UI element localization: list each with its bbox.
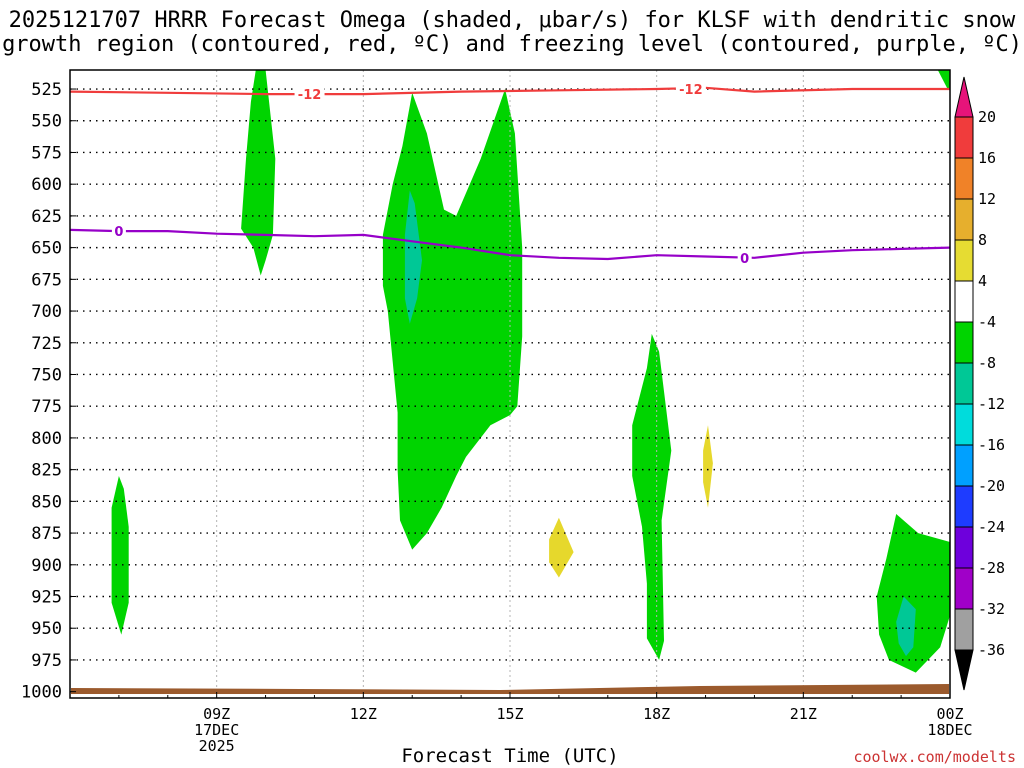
contour-label-bg <box>111 224 126 239</box>
colorbar: 20 16 12 8 4 -4 -8 -12 -16 -20 -24 -28 -32 -36 <box>954 76 1005 691</box>
omega-region-5 <box>549 517 574 578</box>
omega-region-9 <box>896 596 916 657</box>
y-axis: 525 550 575 600 625 650 675 700 725 750 775 800 825 8… <box>21 80 76 703</box>
credit-text: coolwx.com/modelts <box>853 748 1016 766</box>
y-tick-label-625: 625 <box>31 207 62 227</box>
omega-region-1 <box>111 476 129 635</box>
x-tick-label-21-0: 21Z <box>790 705 817 723</box>
y-tick-label-750: 750 <box>31 365 62 385</box>
colorbar-label-12: -32 <box>978 600 1005 618</box>
colorbar-label-4: 4 <box>978 272 987 290</box>
colorbar-label-2: 12 <box>978 190 996 208</box>
title-line-1: 2025121707 HRRR Forecast Omega (shaded, … <box>8 8 1016 33</box>
y-tick-label-825: 825 <box>31 461 62 481</box>
colorbar-bin-8 <box>954 444 974 487</box>
x-tick-label-15-0: 15Z <box>496 705 523 723</box>
y-tick-label-975: 975 <box>31 651 62 671</box>
colorbar-label-0: 20 <box>978 108 996 126</box>
colorbar-bin-7 <box>954 403 974 446</box>
y-tick-label-850: 850 <box>31 492 62 512</box>
contour-label-bg <box>675 82 706 97</box>
contour-line--12 <box>70 86 950 96</box>
y-tick-label-650: 650 <box>31 239 62 259</box>
y-tick-label-875: 875 <box>31 524 62 544</box>
colorbar-label-13: -36 <box>978 641 1005 659</box>
x-axis-title: Forecast Time (UTC) <box>401 745 619 767</box>
x-tick-label-9-1: 17DEC <box>194 721 239 739</box>
x-tick-label-24-0: 00Z <box>936 705 963 723</box>
y-tick-label-575: 575 <box>31 143 62 163</box>
x-tick-label-24-1: 18DEC <box>927 721 972 739</box>
ground-strip <box>71 684 949 694</box>
colorbar-bin-11 <box>954 567 974 610</box>
omega-shaded-regions <box>111 70 950 673</box>
x-tick-label-9-2: 2025 <box>199 737 235 755</box>
colorbar-label-8: -16 <box>978 436 1005 454</box>
contour-label--12-1: -12 <box>679 83 703 98</box>
x-tick-label-18-0: 18Z <box>643 705 670 723</box>
x-tick-label-12-0: 12Z <box>350 705 377 723</box>
colorbar-bin-1 <box>954 157 974 200</box>
y-tick-label-950: 950 <box>31 619 62 639</box>
colorbar-under-triangle <box>954 649 974 691</box>
omega-region-8 <box>876 514 950 673</box>
contour-line-0 <box>70 228 950 261</box>
contour-label-0-0: 0 <box>114 225 123 240</box>
colorbar-label-10: -24 <box>978 518 1005 536</box>
colorbar-label-11: -28 <box>978 559 1005 577</box>
colorbar-bin-4 <box>954 280 974 323</box>
contour-label--12-0: -12 <box>298 88 322 103</box>
y-tick-label-900: 900 <box>31 556 62 576</box>
colorbar-bin-12 <box>954 608 974 651</box>
colorbar-bin-3 <box>954 239 974 282</box>
y-tick-label-700: 700 <box>31 302 62 322</box>
colorbar-label-9: -20 <box>978 477 1005 495</box>
y-tick-label-675: 675 <box>31 270 62 290</box>
y-tick-label-925: 925 <box>31 588 62 608</box>
y-tick-label-1000: 1000 <box>21 683 62 703</box>
omega-region-10 <box>937 70 950 89</box>
colorbar-bin-6 <box>954 362 974 405</box>
omega-region-6 <box>632 333 672 660</box>
contour-label-bg <box>737 250 752 265</box>
colorbar-bin-0 <box>954 116 974 159</box>
omega-region-4 <box>404 190 422 324</box>
omega-region-7 <box>703 425 713 508</box>
y-tick-label-600: 600 <box>31 175 62 195</box>
colorbar-bin-10 <box>954 526 974 569</box>
y-tick-label-800: 800 <box>31 429 62 449</box>
colorbar-bin-2 <box>954 198 974 241</box>
colorbar-label-5: -4 <box>978 313 996 331</box>
omega-region-3 <box>382 89 523 550</box>
x-tick-label-9-0: 09Z <box>203 705 230 723</box>
colorbar-over-triangle <box>954 76 974 118</box>
y-tick-label-725: 725 <box>31 334 62 354</box>
y-tick-label-525: 525 <box>31 80 62 100</box>
title-line-2: growth region (contoured, red, ºC) and f… <box>2 32 1022 57</box>
contour-lines: -12 -12 0 0 <box>70 82 950 267</box>
y-tick-label-550: 550 <box>31 112 62 132</box>
y-tick-label-775: 775 <box>31 397 62 417</box>
colorbar-label-7: -12 <box>978 395 1005 413</box>
contour-label-0-1: 0 <box>740 252 749 267</box>
colorbar-bin-5 <box>954 321 974 364</box>
colorbar-bin-9 <box>954 485 974 528</box>
omega-region-2 <box>241 70 276 276</box>
contour-label-bg <box>294 87 325 102</box>
colorbar-label-6: -8 <box>978 354 996 372</box>
colorbar-label-1: 16 <box>978 149 996 167</box>
ground-surface-layer <box>71 684 949 694</box>
colorbar-label-3: 8 <box>978 231 987 249</box>
